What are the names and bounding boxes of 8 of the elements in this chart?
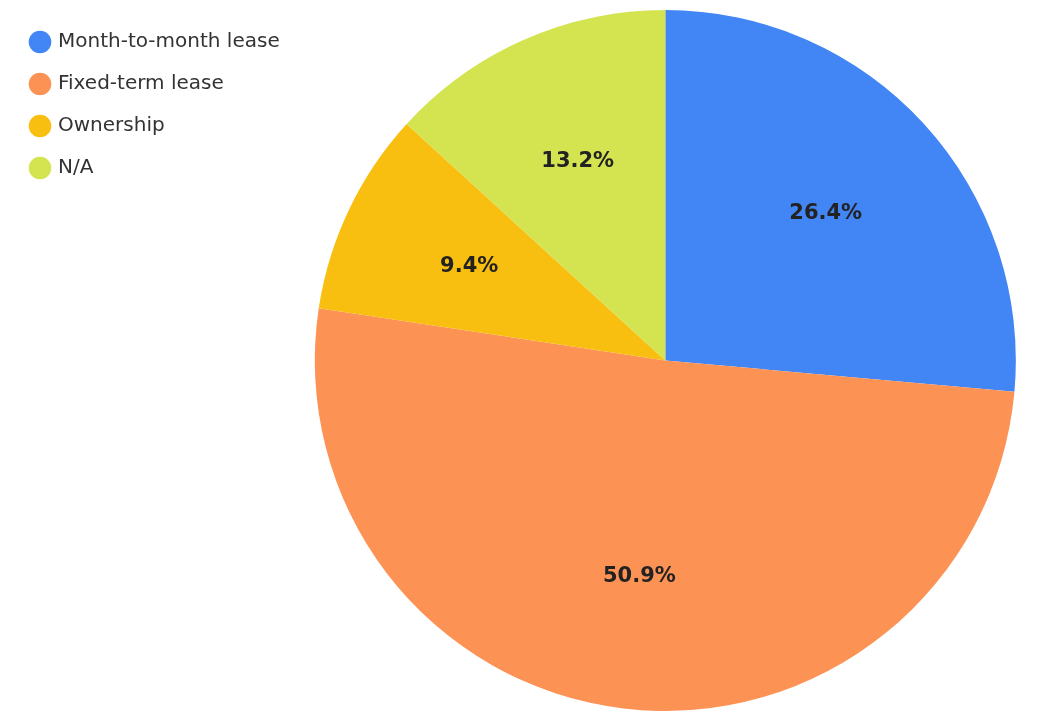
legend-label: N/A: [58, 154, 94, 179]
data-label: 9.4%: [440, 253, 499, 278]
legend-label: Month-to-month lease: [58, 28, 280, 53]
data-label: 13.2%: [541, 148, 615, 173]
legend-label: Ownership: [58, 112, 165, 137]
data-label: 50.9%: [603, 562, 676, 587]
data-label: 26.4%: [789, 200, 863, 225]
legend-label: Fixed-term lease: [58, 70, 224, 95]
